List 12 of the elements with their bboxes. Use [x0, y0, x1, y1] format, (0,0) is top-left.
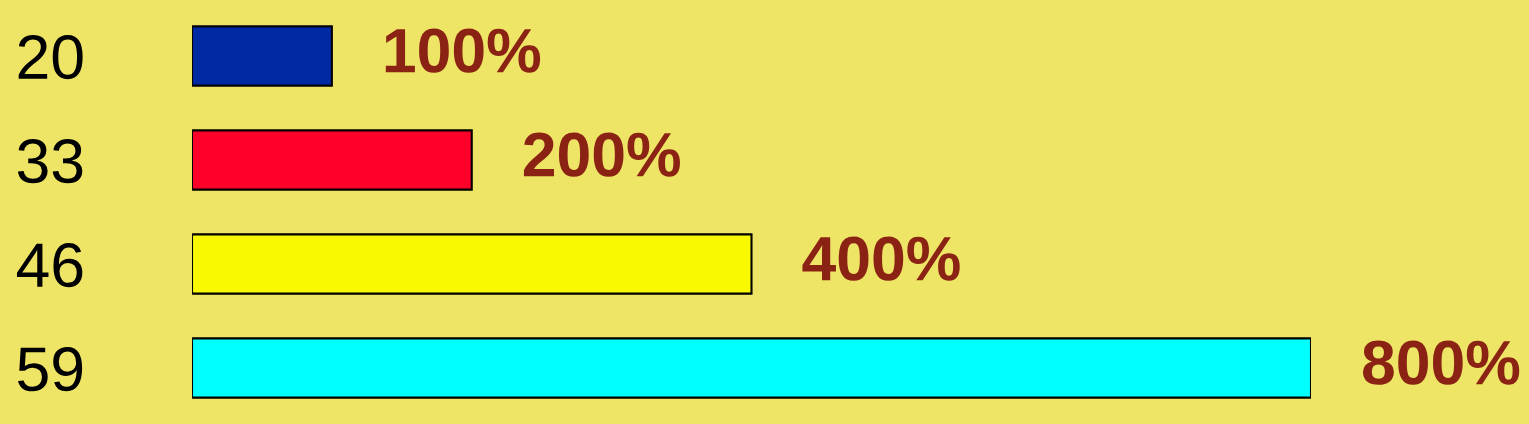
data-label: 800% [1362, 340, 1520, 385]
y-tick-label: 33 [17, 139, 83, 184]
data-label: 200% [523, 132, 680, 177]
bar [192, 337, 1311, 399]
y-tick-label: 20 [18, 35, 83, 80]
bar [192, 233, 753, 295]
data-label: 100% [385, 28, 541, 73]
bar [192, 129, 473, 191]
bar [192, 25, 333, 87]
y-tick-label: 59 [18, 347, 83, 392]
y-tick-label: 46 [16, 243, 83, 288]
data-label: 400% [802, 236, 960, 281]
